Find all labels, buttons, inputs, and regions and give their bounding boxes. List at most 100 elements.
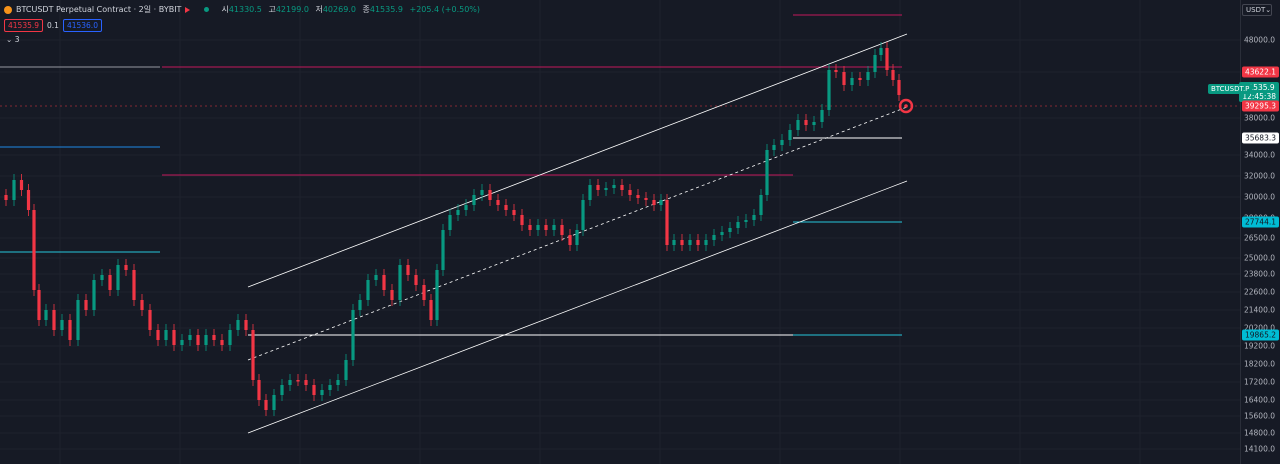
- parallel-channel[interactable]: [247, 33, 908, 434]
- candle-body: [528, 225, 532, 230]
- candle-body: [220, 340, 224, 345]
- spread-value: 0.1: [47, 21, 59, 30]
- candle-body: [752, 215, 756, 220]
- indicators-toggle[interactable]: ⌄ 3: [6, 35, 19, 44]
- price-tick: 21400.0: [1243, 305, 1275, 315]
- candlesticks: [4, 42, 901, 416]
- candle-body: [472, 195, 476, 205]
- bitcoin-icon: [4, 5, 12, 14]
- candle-body: [536, 225, 540, 230]
- candle-body: [228, 330, 232, 345]
- flag-icon[interactable]: [185, 6, 191, 13]
- price-label-cyan-lower: 19865.2: [1241, 329, 1279, 341]
- candle-body: [720, 232, 724, 235]
- horizontal-levels: [0, 14, 1240, 336]
- candle-body: [448, 215, 452, 230]
- chart-plot-area[interactable]: [0, 0, 1240, 464]
- candle-body: [858, 78, 862, 80]
- channel-lower: [247, 180, 908, 434]
- candle-body: [390, 290, 394, 300]
- price-axis[interactable]: 48000.038000.034000.032000.030000.028000…: [1239, 0, 1280, 464]
- candle-body: [659, 200, 663, 205]
- candle-body: [496, 200, 500, 205]
- candle-body: [827, 70, 831, 110]
- candle-body: [374, 275, 378, 280]
- price-tick: 30000.0: [1243, 192, 1275, 202]
- candle-body: [520, 215, 524, 225]
- candle-body: [744, 220, 748, 222]
- candle-body: [204, 335, 208, 345]
- candle-body: [398, 265, 402, 300]
- candle-body: [12, 180, 16, 200]
- candle-body: [885, 48, 889, 70]
- candle-body: [620, 185, 624, 190]
- candle-body: [512, 210, 516, 215]
- candle-body: [544, 225, 548, 230]
- candle-body: [92, 280, 96, 310]
- candle-body: [358, 300, 362, 310]
- symbol-legend[interactable]: BTCUSDT Perpetual Contract · 2일 · BYBIT …: [4, 4, 484, 15]
- indicators-count: 3: [14, 35, 20, 44]
- candle-body: [788, 130, 792, 140]
- sell-button[interactable]: 41535.9: [4, 19, 44, 32]
- currency-selector[interactable]: USDT ⌄: [1242, 4, 1272, 16]
- candle-body: [897, 80, 901, 95]
- symbol-title[interactable]: BTCUSDT Perpetual Contract · 2일 · BYBIT: [16, 5, 182, 14]
- candle-body: [116, 265, 120, 290]
- candle-body: [132, 270, 136, 300]
- chevron-down-icon: ⌄: [6, 35, 13, 44]
- price-tick: 20200.0: [1243, 323, 1275, 333]
- price-tick: 38000.0: [1243, 113, 1275, 123]
- candle-body: [44, 310, 48, 320]
- market-status-icon: [204, 7, 210, 12]
- candle-body: [264, 400, 268, 410]
- currency-label: USDT: [1246, 6, 1266, 14]
- candle-body: [834, 70, 838, 72]
- candle-body: [568, 235, 572, 245]
- candle-body: [32, 210, 36, 290]
- candle-body: [604, 188, 608, 190]
- candle-body: [288, 380, 292, 385]
- candle-body: [60, 320, 64, 330]
- price-tick: 26500.0: [1243, 233, 1275, 243]
- chevron-down-icon: ⌄: [1265, 6, 1272, 14]
- last-price-marker[interactable]: [898, 98, 914, 114]
- candle-body: [124, 265, 128, 270]
- candle-body: [441, 230, 445, 270]
- candle-body: [820, 110, 824, 122]
- candle-body: [842, 72, 846, 85]
- candle-body: [796, 120, 800, 130]
- candle-body: [665, 200, 669, 245]
- candle-body: [891, 70, 895, 80]
- price-tick: 48000.0: [1243, 35, 1275, 45]
- price-tick: 22600.0: [1243, 287, 1275, 297]
- channel-upper: [247, 33, 908, 288]
- candle-body: [652, 200, 656, 205]
- candle-body: [172, 330, 176, 345]
- price-tick: 16400.0: [1243, 395, 1275, 405]
- candle-body: [280, 385, 284, 395]
- candle-body: [180, 340, 184, 345]
- candle-body: [780, 140, 784, 145]
- price-tick: 25000.0: [1243, 253, 1275, 263]
- price-tick: 18200.0: [1243, 359, 1275, 369]
- candle-body: [581, 200, 585, 230]
- candle-body: [366, 280, 370, 300]
- candle-body: [422, 285, 426, 300]
- candle-body: [236, 320, 240, 330]
- buy-button[interactable]: 41536.0: [62, 19, 102, 32]
- candle-body: [552, 225, 556, 230]
- price-label-upper-red: 43622.1: [1241, 66, 1279, 78]
- candle-body: [712, 235, 716, 240]
- candle-body: [336, 380, 340, 385]
- candle-body: [850, 78, 854, 85]
- price-tick: 14100.0: [1243, 444, 1275, 454]
- price-tick: 23800.0: [1243, 269, 1275, 279]
- candle-body: [504, 205, 508, 210]
- candle-body: [344, 360, 348, 380]
- candle-body: [728, 228, 732, 232]
- candle-body: [320, 390, 324, 395]
- candle-body: [704, 240, 708, 245]
- candle-body: [575, 230, 579, 245]
- candle-body: [414, 275, 418, 285]
